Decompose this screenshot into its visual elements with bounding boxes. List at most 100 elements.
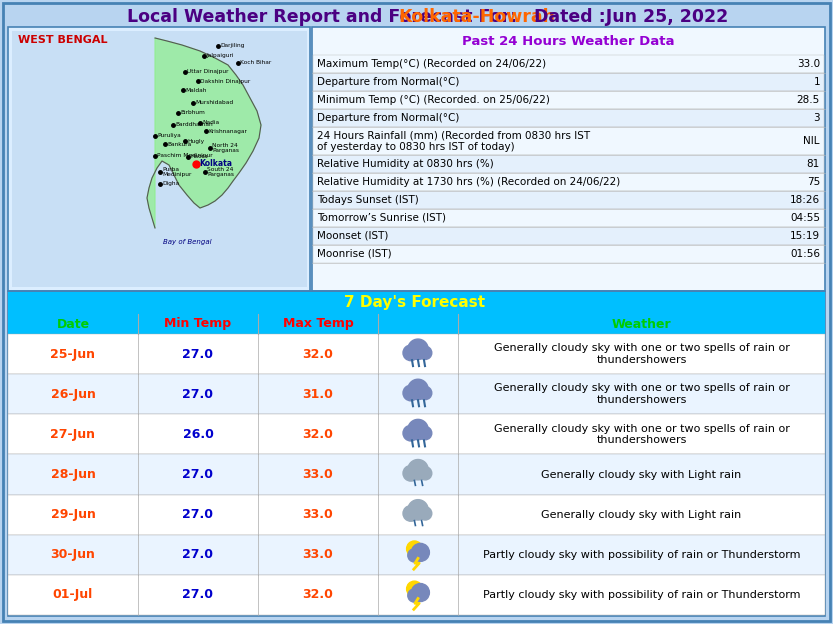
- Text: Maldah: Maldah: [185, 87, 207, 92]
- Text: Partly cloudy sky with possibility of rain or Thunderstorm: Partly cloudy sky with possibility of ra…: [483, 590, 801, 600]
- Circle shape: [403, 426, 419, 441]
- Circle shape: [419, 386, 431, 399]
- Text: Relative Humidity at 0830 hrs (%): Relative Humidity at 0830 hrs (%): [317, 159, 494, 169]
- FancyBboxPatch shape: [313, 155, 824, 173]
- FancyBboxPatch shape: [313, 73, 824, 91]
- Text: Partly cloudy sky with possibility of rain or Thunderstorm: Partly cloudy sky with possibility of ra…: [483, 550, 801, 560]
- Text: 25-Jun: 25-Jun: [51, 348, 96, 361]
- Text: Jalpaiguri: Jalpaiguri: [206, 54, 233, 59]
- Text: Weather: Weather: [611, 318, 671, 331]
- Text: Uttar Dinajpur: Uttar Dinajpur: [187, 69, 228, 74]
- Text: 04:55: 04:55: [790, 213, 820, 223]
- Circle shape: [408, 589, 421, 602]
- Text: Darjiling: Darjiling: [220, 44, 244, 49]
- FancyBboxPatch shape: [8, 374, 825, 414]
- Text: 33.0: 33.0: [797, 59, 820, 69]
- FancyBboxPatch shape: [313, 91, 824, 109]
- Text: Departure from Normal(°C): Departure from Normal(°C): [317, 113, 459, 123]
- Text: Hugly: Hugly: [187, 139, 204, 144]
- FancyBboxPatch shape: [313, 191, 824, 209]
- FancyBboxPatch shape: [313, 209, 824, 227]
- Text: Paschim Medinipur: Paschim Medinipur: [157, 154, 212, 158]
- Polygon shape: [147, 38, 261, 228]
- FancyBboxPatch shape: [313, 227, 824, 245]
- Text: 32.0: 32.0: [302, 428, 333, 441]
- Text: Purba
Medinipur: Purba Medinipur: [162, 167, 192, 177]
- FancyBboxPatch shape: [8, 454, 825, 495]
- FancyBboxPatch shape: [313, 55, 824, 73]
- Text: 28.5: 28.5: [796, 95, 820, 105]
- Text: 33.0: 33.0: [302, 468, 333, 481]
- Text: Moonset (IST): Moonset (IST): [317, 231, 388, 241]
- Circle shape: [419, 507, 431, 520]
- Text: NIL: NIL: [804, 136, 820, 146]
- Text: Koch Bihar: Koch Bihar: [240, 61, 272, 66]
- Text: Max Temp: Max Temp: [282, 318, 353, 331]
- Text: 26.0: 26.0: [182, 428, 213, 441]
- FancyBboxPatch shape: [8, 495, 825, 535]
- Text: 27.0: 27.0: [182, 588, 213, 602]
- Text: Digha: Digha: [162, 182, 179, 187]
- FancyBboxPatch shape: [8, 334, 825, 374]
- FancyBboxPatch shape: [8, 535, 825, 575]
- Text: WEST BENGAL: WEST BENGAL: [18, 35, 107, 45]
- Text: 33.0: 33.0: [302, 508, 333, 521]
- Circle shape: [412, 583, 429, 602]
- Text: Generally cloudy sky with one or two spells of rain or
thundershowers: Generally cloudy sky with one or two spe…: [494, 343, 790, 365]
- Circle shape: [412, 544, 429, 562]
- Text: South 24
Parganas: South 24 Parganas: [207, 167, 234, 177]
- Text: Maximum Temp(°C) (Recorded on 24/06/22): Maximum Temp(°C) (Recorded on 24/06/22): [317, 59, 546, 69]
- Text: 33.0: 33.0: [302, 548, 333, 561]
- Text: 32.0: 32.0: [302, 588, 333, 602]
- Text: 24 Hours Rainfall (mm) (Recorded from 0830 hrs IST
of yesterday to 0830 hrs IST : 24 Hours Rainfall (mm) (Recorded from 08…: [317, 130, 590, 152]
- Text: 27.0: 27.0: [182, 548, 213, 561]
- FancyBboxPatch shape: [313, 245, 824, 263]
- Circle shape: [403, 505, 419, 521]
- Text: Generally cloudy sky with one or two spells of rain or
thundershowers: Generally cloudy sky with one or two spe…: [494, 424, 790, 445]
- Text: Tomorrow’s Sunrise (IST): Tomorrow’s Sunrise (IST): [317, 213, 446, 223]
- Text: 18:26: 18:26: [790, 195, 820, 205]
- FancyBboxPatch shape: [8, 292, 825, 314]
- Text: Haora: Haora: [190, 155, 207, 160]
- Text: 75: 75: [806, 177, 820, 187]
- Text: 29-Jun: 29-Jun: [51, 508, 96, 521]
- FancyBboxPatch shape: [8, 575, 825, 615]
- Text: 26-Jun: 26-Jun: [51, 388, 96, 401]
- Text: 30-Jun: 30-Jun: [51, 548, 96, 561]
- Text: Todays Sunset (IST): Todays Sunset (IST): [317, 195, 419, 205]
- Text: Kolkata-Howrah: Kolkata-Howrah: [398, 8, 555, 26]
- Text: 7 Day's Forecast: 7 Day's Forecast: [344, 296, 486, 311]
- Text: Generally cloudy sky with one or two spells of rain or
thundershowers: Generally cloudy sky with one or two spe…: [494, 383, 790, 405]
- Text: Puruliya: Puruliya: [157, 134, 181, 139]
- FancyBboxPatch shape: [313, 109, 824, 127]
- FancyBboxPatch shape: [8, 314, 825, 334]
- FancyBboxPatch shape: [313, 173, 824, 191]
- Text: 32.0: 32.0: [302, 348, 333, 361]
- Text: Nadia: Nadia: [202, 120, 219, 125]
- FancyBboxPatch shape: [12, 31, 307, 287]
- Text: 81: 81: [806, 159, 820, 169]
- Text: Local Weather Report and Forecast For:: Local Weather Report and Forecast For:: [127, 8, 523, 26]
- Text: 27.0: 27.0: [182, 348, 213, 361]
- Text: Murshidabad: Murshidabad: [195, 100, 233, 105]
- Circle shape: [419, 427, 431, 440]
- Text: Bankura: Bankura: [167, 142, 192, 147]
- Text: Departure from Normal(°C): Departure from Normal(°C): [317, 77, 459, 87]
- Text: 27-Jun: 27-Jun: [51, 428, 96, 441]
- Text: Barddhaman: Barddhaman: [175, 122, 212, 127]
- Text: Birbhum: Birbhum: [180, 110, 205, 115]
- FancyBboxPatch shape: [312, 27, 825, 291]
- Text: 1: 1: [813, 77, 820, 87]
- FancyBboxPatch shape: [8, 414, 825, 454]
- Text: 27.0: 27.0: [182, 468, 213, 481]
- Circle shape: [408, 459, 428, 480]
- Text: 27.0: 27.0: [182, 388, 213, 401]
- FancyBboxPatch shape: [8, 27, 310, 291]
- Text: Past 24 Hours Weather Data: Past 24 Hours Weather Data: [462, 35, 675, 48]
- Text: Bay of Bengal: Bay of Bengal: [162, 239, 212, 245]
- Circle shape: [403, 345, 419, 361]
- Circle shape: [408, 500, 428, 520]
- Circle shape: [403, 466, 419, 481]
- Text: Krishnanagar: Krishnanagar: [208, 129, 247, 134]
- Circle shape: [419, 467, 431, 480]
